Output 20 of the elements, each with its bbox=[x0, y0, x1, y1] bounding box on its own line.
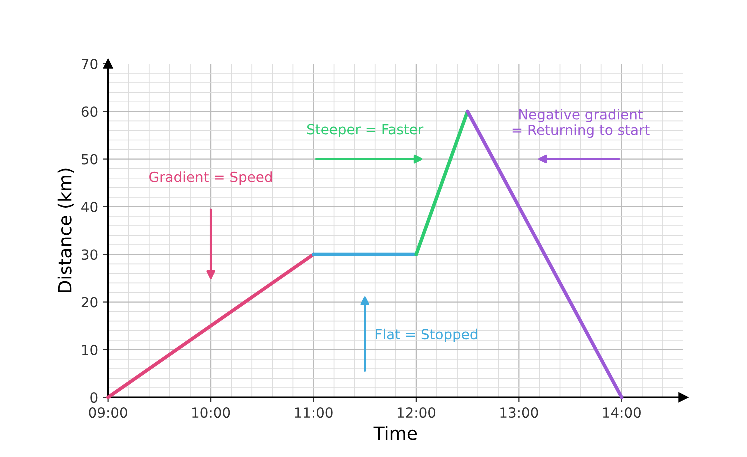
annotation: Flat = Stopped bbox=[376, 328, 478, 342]
y-tick-label: 20 bbox=[82, 297, 98, 308]
y-tick-label: 30 bbox=[82, 250, 98, 260]
y-tick-label: 40 bbox=[82, 202, 98, 212]
annotation: Steeper = Faster bbox=[307, 124, 424, 138]
annotation: Negative gradient = Returning to start bbox=[512, 109, 650, 138]
x-tick-label: 12:00 bbox=[398, 408, 436, 418]
y-axis-title: Distance (km) bbox=[58, 168, 74, 292]
annotation: Gradient = Speed bbox=[150, 172, 272, 186]
y-tick-label: 10 bbox=[82, 344, 98, 356]
y-tick-label: 70 bbox=[82, 58, 98, 70]
x-tick-label: 13:00 bbox=[500, 408, 538, 418]
x-tick-label: 09:00 bbox=[89, 408, 128, 418]
y-tick-label: 60 bbox=[82, 106, 98, 118]
x-tick-label: 11:00 bbox=[295, 408, 333, 418]
y-tick-label: 50 bbox=[82, 154, 98, 165]
y-tick-label: 0 bbox=[90, 392, 98, 404]
x-tick-label: 10:00 bbox=[192, 408, 230, 418]
x-axis-title: Time bbox=[374, 426, 418, 440]
x-tick-label: 14:00 bbox=[603, 408, 641, 418]
